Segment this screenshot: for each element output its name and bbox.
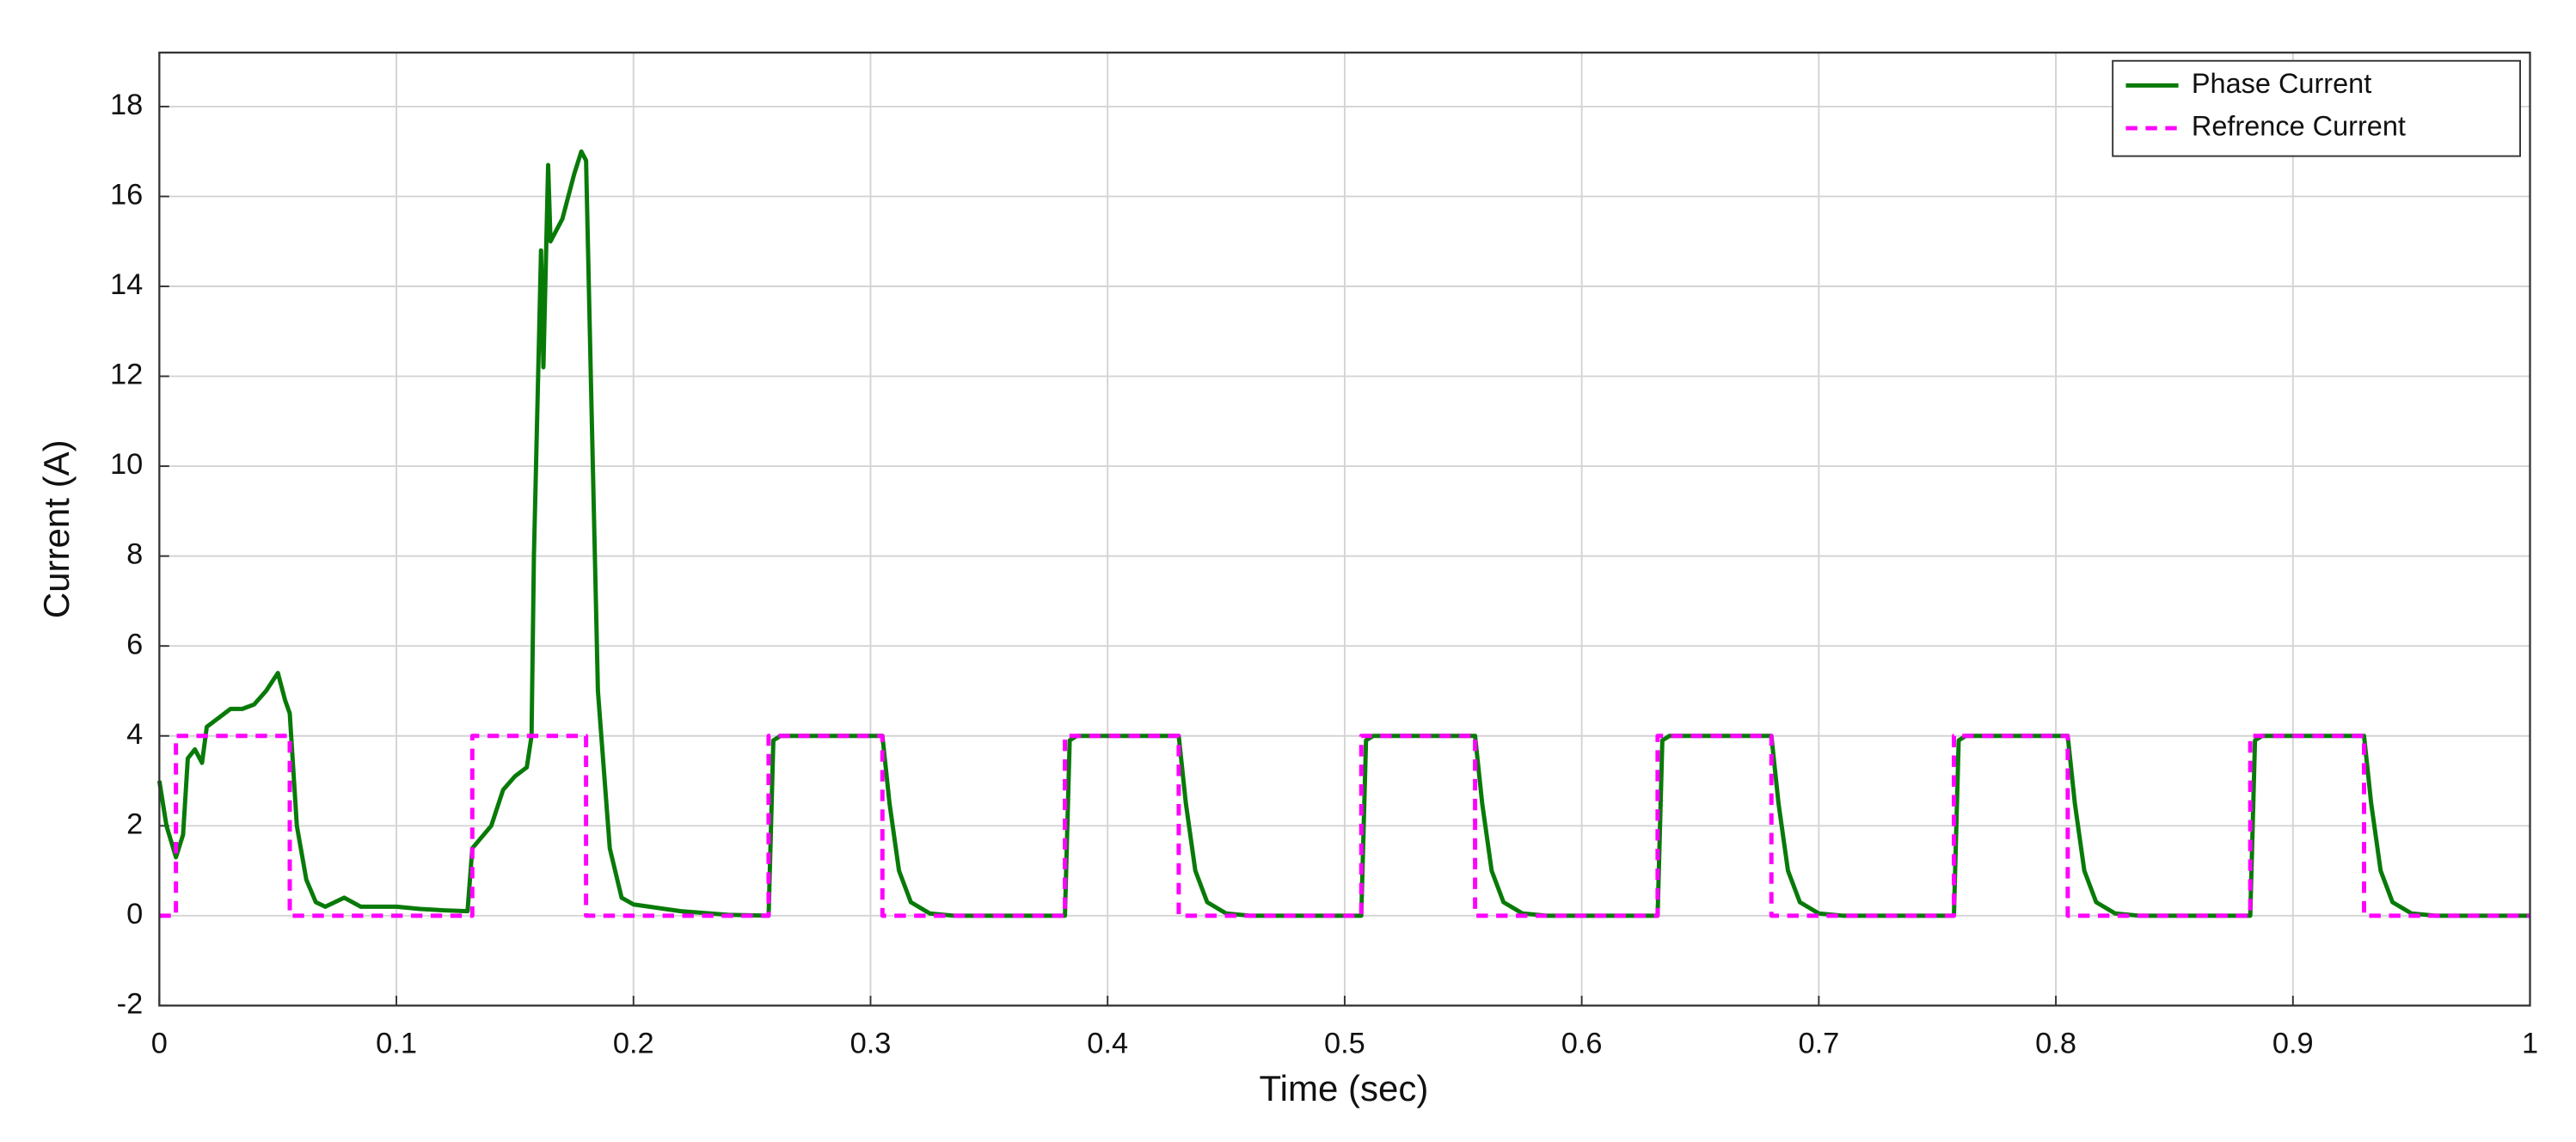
legend-box <box>2112 59 2521 157</box>
y-tick-label: 12 <box>110 359 143 391</box>
y-tick-label: 6 <box>126 628 143 660</box>
x-tick-label: 0.6 <box>1561 1027 1603 1059</box>
y-tick-label: 4 <box>126 718 143 751</box>
x-tick-label: 0.3 <box>850 1027 892 1059</box>
legend-label: Refrence Current <box>2192 111 2406 142</box>
x-axis-label: Time (sec) <box>1260 1068 1429 1108</box>
y-tick-label: 18 <box>110 89 143 121</box>
legend: Phase Current Refrence Current <box>2112 59 2521 157</box>
y-tick-label: 2 <box>126 807 143 840</box>
y-tick-label: 14 <box>110 268 143 301</box>
legend-label: Phase Current <box>2192 68 2371 99</box>
x-tick-label: 0.9 <box>2272 1027 2314 1059</box>
y-tick-label: 10 <box>110 448 143 481</box>
x-tick-label: 0.5 <box>1324 1027 1365 1059</box>
series-line <box>159 734 2530 918</box>
x-tick-label: 0.7 <box>1798 1027 1839 1059</box>
x-tick-label: 0.1 <box>376 1027 417 1059</box>
plot-frame <box>158 52 2531 1007</box>
x-tick-label: 0.2 <box>613 1027 654 1059</box>
y-tick-label: -2 <box>117 987 144 1020</box>
y-axis-label: Current (A) <box>36 439 77 618</box>
x-tick-label: 0 <box>151 1027 168 1059</box>
y-tick-label: 0 <box>126 898 143 930</box>
y-tick-label: 8 <box>126 538 143 571</box>
x-tick-label: 0.4 <box>1087 1027 1128 1059</box>
x-tick-label: 1 <box>2522 1027 2538 1059</box>
x-tick-label: 0.8 <box>2035 1027 2076 1059</box>
series-line <box>156 149 2530 918</box>
y-tick-label: 16 <box>110 179 143 212</box>
